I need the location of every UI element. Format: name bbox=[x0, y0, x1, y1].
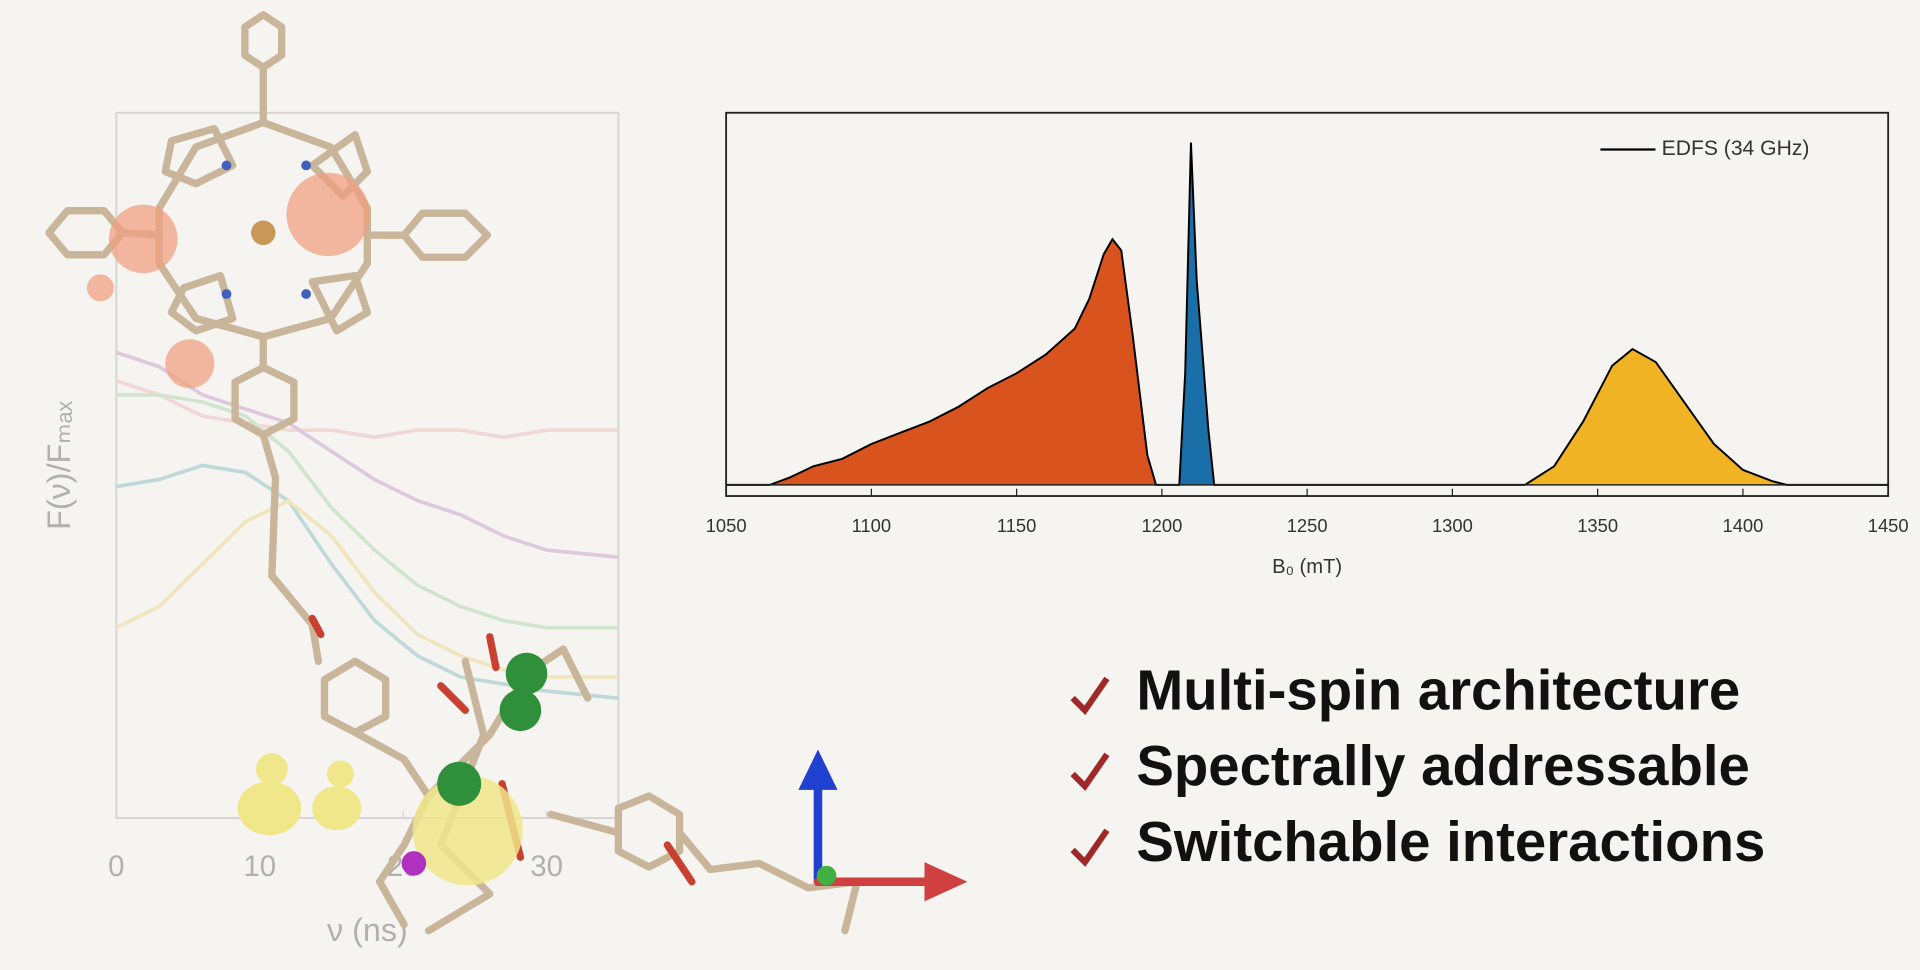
x-tick-label: 1350 bbox=[1577, 515, 1618, 536]
x-tick-label: 1150 bbox=[997, 515, 1036, 536]
bullet: Multi-spin architecture bbox=[1136, 658, 1740, 721]
spectrum-chart: 1050 1100 1150 1200 1250 1300 1350 1400 1450 B₀ (… bbox=[706, 111, 1909, 578]
molecule bbox=[45, 11, 968, 935]
series-line bbox=[115, 379, 619, 440]
checkmark bbox=[1070, 828, 1110, 867]
x-tick-label: 1050 bbox=[706, 515, 747, 536]
checkmarks bbox=[1070, 676, 1110, 867]
x-tick-label: 1400 bbox=[1722, 515, 1763, 536]
x-axis-label: B₀ (mT) bbox=[1272, 556, 1342, 578]
x-tick-label: 10 bbox=[243, 850, 276, 883]
bullet: Spectrally addressable bbox=[1136, 734, 1750, 797]
checkmark bbox=[1070, 752, 1110, 791]
spectrum-area bbox=[769, 239, 1157, 485]
series-line bbox=[116, 393, 619, 630]
x-tick-label: 1100 bbox=[852, 515, 891, 536]
x-tick-label: 1200 bbox=[1141, 515, 1182, 536]
checkmark bbox=[1070, 676, 1110, 716]
x-tick-label: 0 bbox=[108, 850, 124, 883]
plot-frame bbox=[115, 111, 620, 819]
series-line bbox=[115, 350, 619, 559]
x-tick-label: 30 bbox=[530, 850, 563, 883]
bullet: Switchable interactions bbox=[1136, 810, 1765, 873]
x-tick-label: 1450 bbox=[1868, 515, 1909, 536]
x-tick-label: 1300 bbox=[1432, 515, 1473, 536]
x-tick-label: 1250 bbox=[1287, 515, 1328, 536]
legend-label: EDFS (34 GHz) bbox=[1662, 137, 1810, 160]
x-axis-label: ν (ns) bbox=[327, 912, 408, 948]
y-axis-label: F(ν)/Fₘₐₓ bbox=[41, 401, 77, 530]
